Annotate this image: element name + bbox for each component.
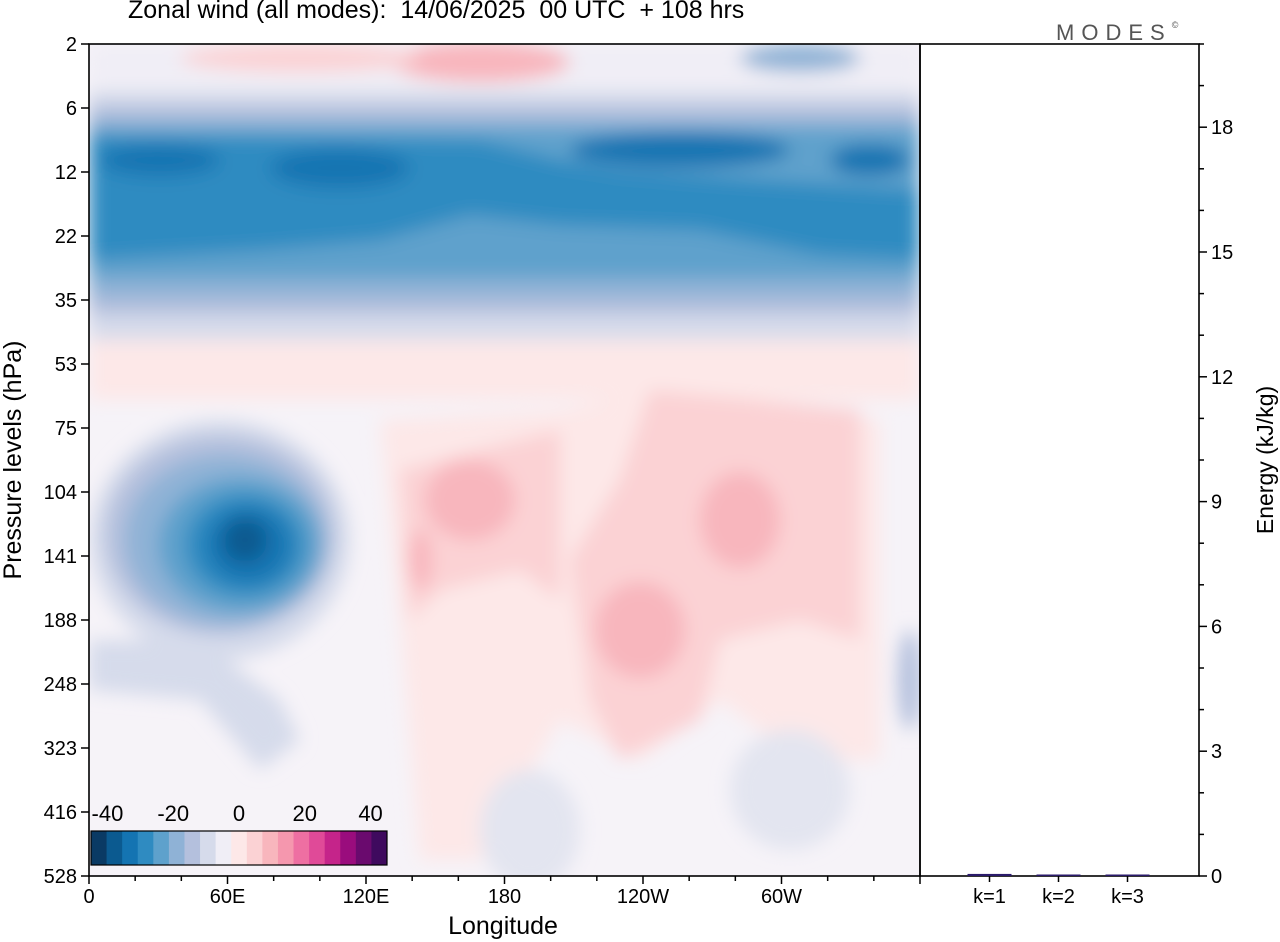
energy-tick-label: 6 (1211, 616, 1222, 638)
energy-bar (1036, 874, 1081, 876)
energy-tick-label: 12 (1211, 367, 1233, 389)
y-tick-label: 75 (55, 418, 77, 440)
colorbar-tick-label: -40 (92, 801, 124, 826)
colorbar-swatch (371, 831, 388, 865)
y-tick-label: 104 (44, 482, 77, 504)
energy-bar (1105, 874, 1150, 876)
y-tick-label: 323 (44, 738, 77, 760)
modes-logo: MODES© (1056, 19, 1179, 45)
x-tick-label: 60E (210, 886, 246, 908)
y-axis: 2 6 12 22 35 53 75 104 141 188 248 323 416 528 (44, 34, 89, 888)
colorbar: -40 -20 0 20 40 (90, 801, 388, 866)
colorbar-tick-label: 40 (358, 801, 382, 826)
colorbar-frame (90, 830, 388, 866)
y-tick-label: 248 (44, 674, 77, 696)
bar-category-label: k=1 (973, 886, 1006, 908)
y-tick-label: 416 (44, 802, 77, 824)
colorbar-tick-label: 0 (233, 801, 245, 826)
energy-panel-frame (919, 43, 1200, 877)
y-tick-label: 528 (44, 866, 77, 888)
colorbar-swatch (262, 831, 279, 865)
energy-tick-label: 9 (1211, 492, 1222, 514)
colorbar-swatch (215, 831, 232, 865)
energy-tick-label: 15 (1211, 242, 1233, 264)
colorbar-swatch (106, 831, 123, 865)
colorbar-swatch (168, 831, 185, 865)
colorbar-swatch (340, 831, 357, 865)
energy-tick-label: 18 (1211, 117, 1233, 139)
energy-bars: k=1 k=2 k=3 (967, 873, 1150, 908)
colorbar-swatch (246, 831, 263, 865)
y-tick-label: 35 (55, 290, 77, 312)
colorbar-swatch (153, 831, 170, 865)
bar-category-label: k=3 (1111, 886, 1144, 908)
colorbar-swatch (324, 831, 341, 865)
x-tick-label: 120W (617, 886, 669, 908)
x-axis-label: Longitude (448, 912, 558, 940)
y-tick-label: 12 (55, 162, 77, 184)
y-tick-label: 22 (55, 226, 77, 248)
colorbar-swatch (91, 831, 108, 865)
colorbar-swatch (137, 831, 154, 865)
y-tick-label: 53 (55, 354, 77, 376)
y-tick-label: 2 (66, 34, 77, 56)
colorbar-swatch (277, 831, 295, 865)
heatmap-field (89, 44, 920, 876)
colorbar-swatch (200, 831, 217, 865)
colorbar-swatch (293, 831, 310, 865)
colorbar-swatch (309, 831, 326, 865)
colorbar-swatch (231, 831, 248, 865)
energy-tick-label: 0 (1211, 866, 1222, 888)
colorbar-swatch (184, 831, 201, 865)
colorbar-tick-label: -20 (157, 801, 189, 826)
chart-title: Zonal wind (all modes): 14/06/2025 00 UT… (128, 0, 745, 24)
y-tick-label: 6 (66, 98, 77, 120)
y-tick-label: 141 (44, 546, 77, 568)
colorbar-swatch (122, 831, 139, 865)
energy-tick-label: 3 (1211, 741, 1222, 763)
x-axis: 0 60E 120E 180 120W 60W (83, 876, 921, 908)
x-tick-label: 180 (488, 886, 521, 908)
x-tick-label: 120E (343, 886, 390, 908)
bar-category-label: k=2 (1042, 886, 1075, 908)
x-tick-label: 60W (761, 886, 802, 908)
energy-axis: 0 3 6 9 12 15 18 (1199, 43, 1233, 888)
energy-axis-label: Energy (kJ/kg) (1252, 386, 1278, 534)
colorbar-tick-label: 20 (293, 801, 317, 826)
colorbar-swatch (355, 831, 372, 865)
x-tick-label: 0 (83, 886, 94, 908)
energy-bar (967, 873, 1012, 876)
y-axis-label: Pressure levels (hPa) (0, 341, 27, 580)
y-tick-label: 188 (44, 610, 77, 632)
